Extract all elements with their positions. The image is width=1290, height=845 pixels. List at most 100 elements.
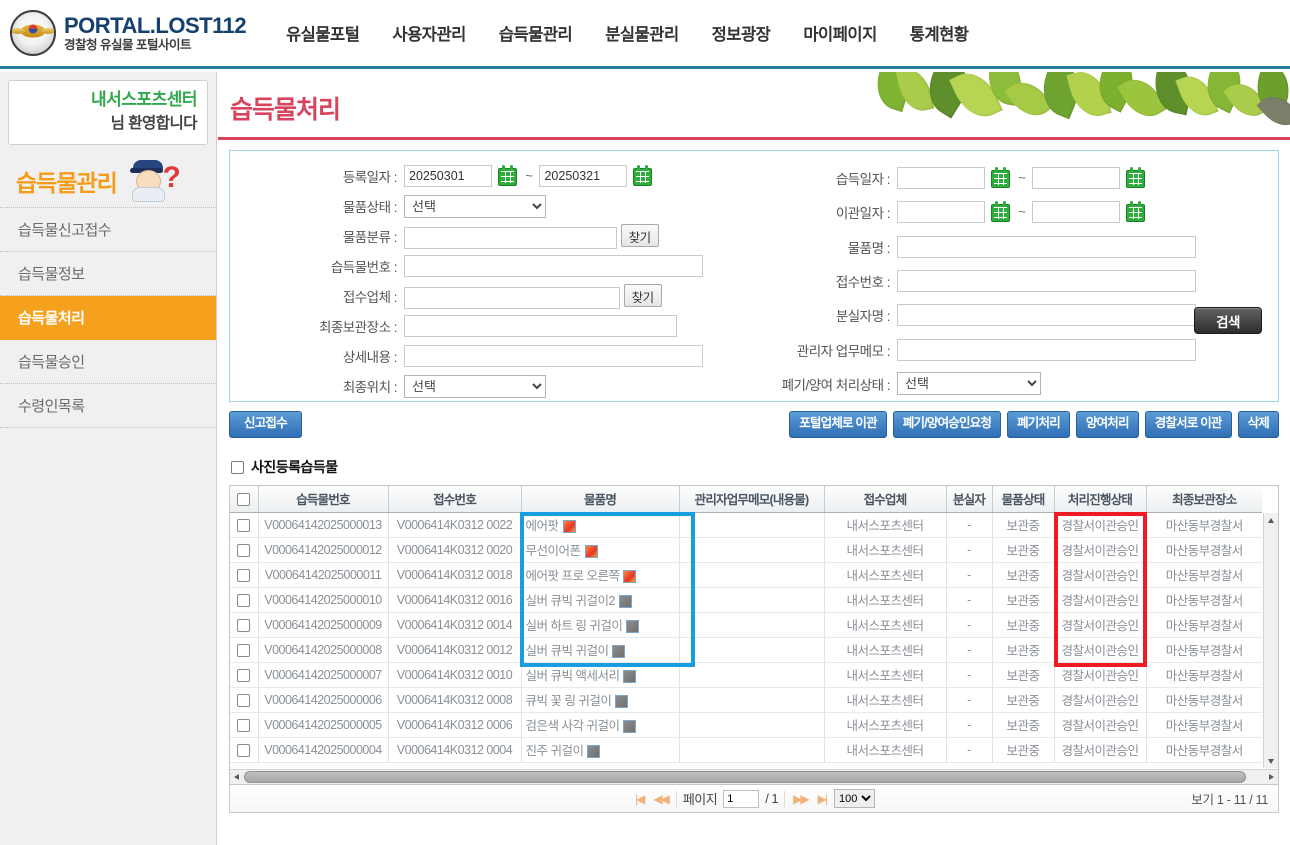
calendar-icon-found-from[interactable] <box>990 166 1010 188</box>
scroll-up-arrow-icon[interactable] <box>1264 513 1278 527</box>
last-page-icon[interactable]: ▶| <box>817 791 828 806</box>
header-admin-memo[interactable]: 관리자업무메모(내용물) <box>679 486 825 513</box>
item-thumbnail-icon[interactable] <box>612 645 626 659</box>
item-category-find-button[interactable]: 찾기 <box>620 223 659 247</box>
row-checkbox-cell[interactable] <box>230 637 259 663</box>
sidebar-item-found-report[interactable]: 습득물신고접수 <box>0 207 216 253</box>
register-date-to-input[interactable] <box>539 165 628 187</box>
grid-horizontal-scrollbar[interactable] <box>230 769 1278 784</box>
sidebar-item-found-info[interactable]: 습득물정보 <box>0 252 216 297</box>
photo-registered-filter[interactable]: 사진등록습득물 <box>231 457 1290 477</box>
sidebar-item-found-approval[interactable]: 습득물승인 <box>0 340 216 385</box>
row-checkbox[interactable] <box>237 568 251 582</box>
calendar-icon-register-from[interactable] <box>497 164 517 186</box>
calendar-icon-transfer-from[interactable] <box>990 200 1010 222</box>
header-item-state[interactable]: 물품상태 <box>992 486 1055 513</box>
nav-item-mypage[interactable]: 마이페이지 <box>803 26 877 44</box>
sidebar-item-found-processing[interactable]: 습득물처리 <box>0 296 216 341</box>
receiving-company-input[interactable] <box>404 286 620 309</box>
sidebar-item-recipient-list[interactable]: 수령인목록 <box>0 384 216 429</box>
transfer-to-portal-company-button[interactable]: 포털업체로 이관 <box>789 411 887 438</box>
table-row[interactable]: V00064142025000013 V0006414K0312 0022 에어팟 내… <box>230 512 1262 538</box>
item-thumbnail-icon[interactable] <box>623 570 637 584</box>
calendar-icon-transfer-to[interactable] <box>1126 200 1146 222</box>
brand-logo[interactable]: PORTAL.LOST112 경찰청 유실물 포털사이트 <box>10 10 260 56</box>
header-receiving-company[interactable]: 접수업체 <box>824 486 947 513</box>
receipt-number-input[interactable] <box>897 269 1196 292</box>
report-receipt-button[interactable]: 신고접수 <box>229 411 302 438</box>
row-checkbox[interactable] <box>237 543 251 557</box>
found-number-input[interactable] <box>404 255 703 277</box>
detail-content-input[interactable] <box>404 345 703 367</box>
row-checkbox[interactable] <box>237 643 251 657</box>
item-thumbnail-icon[interactable] <box>626 620 640 634</box>
photo-registered-checkbox[interactable] <box>231 460 244 474</box>
row-checkbox-cell[interactable] <box>230 712 259 738</box>
transfer-date-to-input[interactable] <box>1032 201 1121 224</box>
table-row[interactable]: V00064142025000004 V0006414K0312 0004 진주 귀… <box>230 737 1262 763</box>
disposal-grant-approval-request-button[interactable]: 폐기/양여승인요청 <box>892 411 1002 438</box>
row-checkbox-cell[interactable] <box>230 662 259 688</box>
row-checkbox[interactable] <box>237 668 251 682</box>
admin-memo-input[interactable] <box>897 338 1196 361</box>
row-checkbox[interactable] <box>237 518 251 532</box>
register-date-from-input[interactable] <box>404 165 492 187</box>
delete-button[interactable]: 삭제 <box>1237 411 1279 438</box>
page-size-select[interactable]: 100 <box>834 789 875 808</box>
found-date-from-input[interactable] <box>897 167 985 190</box>
nav-item-yusilmul-portal[interactable]: 유실물포털 <box>286 26 360 44</box>
scroll-right-arrow-icon[interactable] <box>1264 770 1278 784</box>
table-row[interactable]: V00064142025000005 V0006414K0312 0006 검은색 … <box>230 712 1262 738</box>
transfer-date-from-input[interactable] <box>897 201 985 224</box>
item-thumbnail-icon[interactable] <box>623 670 637 684</box>
prev-page-icon[interactable]: ◀◀ <box>653 791 670 806</box>
row-checkbox-cell[interactable] <box>230 537 259 563</box>
table-row[interactable]: V00064142025000008 V0006414K0312 0012 실버 큐… <box>230 637 1262 663</box>
row-checkbox[interactable] <box>237 593 251 607</box>
header-final-storage[interactable]: 최종보관장소 <box>1146 486 1262 513</box>
table-row[interactable]: V00064142025000007 V0006414K0312 0010 실버 큐… <box>230 662 1262 688</box>
item-name-input[interactable] <box>897 235 1196 258</box>
table-row[interactable]: V00064142025000009 V0006414K0312 0014 실버 하… <box>230 612 1262 638</box>
header-receipt-number[interactable]: 접수번호 <box>388 486 522 513</box>
header-progress-state[interactable]: 처리진행상태 <box>1054 486 1147 513</box>
item-thumbnail-icon[interactable] <box>587 745 601 759</box>
grid-vertical-scrollbar[interactable] <box>1263 513 1278 768</box>
item-thumbnail-icon[interactable] <box>618 595 632 609</box>
disposal-state-select[interactable]: 선택 <box>897 372 1041 396</box>
transfer-to-police-station-button[interactable]: 경찰서로 이관 <box>1144 411 1232 438</box>
nav-item-info-plaza[interactable]: 정보광장 <box>711 26 771 44</box>
found-date-to-input[interactable] <box>1032 167 1121 190</box>
first-page-icon[interactable]: |◀ <box>634 791 645 806</box>
horizontal-scroll-thumb[interactable] <box>244 771 1246 783</box>
final-storage-input[interactable] <box>404 315 677 337</box>
scroll-down-arrow-icon[interactable] <box>1264 754 1278 768</box>
item-thumbnail-icon[interactable] <box>562 520 576 534</box>
row-checkbox-cell[interactable] <box>230 612 259 638</box>
item-state-select[interactable]: 선택 <box>404 194 546 218</box>
row-checkbox[interactable] <box>237 693 251 707</box>
header-select-all[interactable] <box>230 486 259 513</box>
table-row[interactable]: V00064142025000011 V0006414K0312 0018 에어팟 … <box>230 562 1262 588</box>
row-checkbox-cell[interactable] <box>230 512 259 538</box>
item-thumbnail-icon[interactable] <box>584 545 598 559</box>
item-thumbnail-icon[interactable] <box>615 695 629 709</box>
header-loser[interactable]: 분실자 <box>946 486 993 513</box>
next-page-icon[interactable]: ▶▶ <box>793 791 810 806</box>
disposal-process-button[interactable]: 폐기처리 <box>1007 411 1070 438</box>
header-found-number[interactable]: 습득물번호 <box>258 486 389 513</box>
row-checkbox[interactable] <box>237 618 251 632</box>
row-checkbox-cell[interactable] <box>230 562 259 588</box>
nav-item-found-items-management[interactable]: 습득물관리 <box>498 26 573 44</box>
grant-process-button[interactable]: 양여처리 <box>1075 411 1139 438</box>
item-thumbnail-icon[interactable] <box>623 720 637 734</box>
row-checkbox[interactable] <box>237 743 251 757</box>
nav-item-statistics[interactable]: 통계현황 <box>909 26 969 44</box>
select-all-checkbox[interactable] <box>237 492 251 506</box>
row-checkbox-cell[interactable] <box>230 737 259 763</box>
calendar-icon-register-to[interactable] <box>633 164 653 186</box>
nav-item-user-management[interactable]: 사용자관리 <box>392 26 466 44</box>
row-checkbox[interactable] <box>237 718 251 732</box>
table-row[interactable]: V00064142025000012 V0006414K0312 0020 무선이어… <box>230 537 1262 563</box>
row-checkbox-cell[interactable] <box>230 687 259 713</box>
